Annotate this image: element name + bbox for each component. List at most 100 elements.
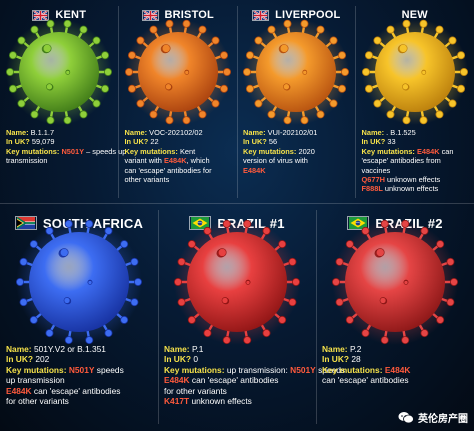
- variant-name: B.1.1.7: [30, 128, 55, 137]
- mutation-text: transmission: [6, 156, 48, 166]
- uk-case-count: 56: [268, 137, 278, 147]
- mutation-text: can: [439, 146, 454, 156]
- uk-case-count: 0: [193, 354, 198, 365]
- mutation-text: – speeds up: [84, 146, 127, 156]
- mutation-code: F888L: [361, 184, 383, 194]
- in-uk-label: In UK?: [6, 137, 30, 147]
- mutation-text: variant with: [124, 156, 164, 166]
- variant-info: Name: VUI-202102/01 In UK? 56 Key mutation…: [243, 128, 353, 175]
- variant-header: LIVERPOOL: [237, 6, 356, 24]
- variant-panel: LIVERPOOL Name: VUI-202102/01 In UK? 56 Key…: [237, 0, 356, 204]
- mutation-text: unknown effects: [189, 396, 252, 407]
- variant-info: Name: P.1 In UK? 0 Key mutations: up trans…: [164, 344, 345, 407]
- uk-case-count: 59,079: [31, 137, 55, 147]
- mutation-text: unknown effects: [382, 184, 439, 194]
- mutation-code: E484K: [164, 375, 190, 386]
- key-mutations-label: Key mutations:: [243, 146, 297, 156]
- mutation-text: can 'escape' antibodies for: [124, 165, 212, 175]
- in-uk-label: In UK?: [322, 354, 349, 365]
- mutation-text: Kent: [179, 146, 196, 156]
- mutation-code: E484K: [6, 385, 32, 396]
- key-mutations-label: Key mutations:: [124, 146, 178, 156]
- mutation-code: N501Y: [68, 364, 95, 375]
- vertical-divider: [118, 6, 119, 198]
- virus-illustration: [124, 19, 231, 125]
- name-label: Name:: [6, 128, 29, 137]
- key-mutations-label: Key mutations:: [6, 364, 67, 375]
- mutation-code: Q677H: [361, 175, 385, 185]
- mutation-text: speeds: [94, 364, 124, 375]
- mutation-text: for other variants: [164, 385, 227, 396]
- virus-illustration: [174, 219, 301, 345]
- variant-name: 501Y.V2 or B.1.351: [33, 344, 106, 354]
- variant-name: VUI-202102/01: [267, 128, 318, 137]
- in-uk-label: In UK?: [6, 354, 33, 365]
- uk-flag-icon: [141, 9, 159, 21]
- mutation-text: for other variants: [6, 396, 69, 407]
- mutation-code: E484K: [163, 156, 187, 166]
- in-uk-label: In UK?: [243, 137, 267, 147]
- variant-header: BRISTOL: [119, 6, 238, 24]
- mutation-text: can 'escape' antibodies: [189, 375, 279, 386]
- mutation-code: K417T: [164, 396, 190, 407]
- variant-header: NEW: [356, 6, 474, 24]
- mutation-text: up transmission:: [226, 364, 291, 375]
- variant-info: Name: 501Y.V2 or B.1.351 In UK? 202 Key mu…: [6, 344, 155, 406]
- vertical-divider: [316, 210, 317, 424]
- mutation-code: E484K: [416, 146, 440, 156]
- in-uk-label: In UK?: [124, 137, 149, 147]
- mutation-text: vaccines: [361, 165, 391, 175]
- variant-panel: BRISTOL Name: VOC-202102/02 In UK? 22 Key m…: [119, 0, 238, 204]
- mutation-text: speeds: [315, 364, 346, 375]
- name-label: Name:: [164, 344, 190, 354]
- variant-info: Name: . B.1.525 In UK? 33 Key mutations: E…: [362, 128, 472, 194]
- name-label: Name:: [243, 128, 266, 137]
- virus-illustration: [332, 219, 459, 345]
- virus-illustration: [243, 19, 350, 125]
- mutation-text: 2020: [298, 146, 315, 156]
- mutation-code: N501Y: [61, 146, 85, 156]
- uk-case-count: 202: [35, 354, 50, 365]
- variant-panel: NEW Name: . B.1.525 In UK? 33 Key mutations…: [356, 0, 474, 204]
- variant-name: P.1: [191, 344, 204, 354]
- key-mutations-label: Key mutations:: [322, 364, 383, 375]
- brazil-flag-icon: [347, 216, 370, 230]
- key-mutations-label: Key mutations:: [164, 364, 225, 375]
- key-mutations-label: Key mutations:: [361, 146, 415, 156]
- name-label: Name:: [361, 128, 385, 137]
- mutation-code: N501Y: [290, 364, 316, 375]
- watermark-text: 英伦房产圈: [418, 414, 468, 425]
- variant-name: P.2: [349, 344, 362, 354]
- mutation-text: , which: [186, 156, 210, 166]
- wechat-icon: [398, 412, 414, 424]
- vertical-divider: [355, 6, 356, 198]
- variant-info: Name: VOC-202102/02 In UK? 22 Key mutation…: [125, 128, 235, 184]
- uk-case-count: 22: [150, 137, 159, 147]
- virus-illustration: [16, 219, 143, 345]
- brazil-flag-icon: [189, 216, 212, 230]
- uk-case-count: 33: [387, 137, 396, 147]
- variant-title: LIVERPOOL: [275, 9, 341, 21]
- mutation-code: E484K: [243, 165, 266, 175]
- variant-title: NEW: [401, 9, 428, 21]
- name-label: Name:: [322, 344, 348, 354]
- variant-name: . B.1.525: [386, 128, 416, 137]
- mutation-text: up transmission: [6, 375, 65, 386]
- uk-case-count: 28: [351, 354, 361, 365]
- variant-title: BRISTOL: [164, 9, 214, 21]
- variant-info: Name: B.1.1.7 In UK? 59,079 Key mutations:…: [6, 128, 126, 166]
- uk-flag-icon: [252, 9, 270, 21]
- name-label: Name:: [124, 128, 148, 137]
- vertical-divider: [158, 210, 159, 424]
- in-uk-label: In UK?: [164, 354, 191, 365]
- vertical-divider: [237, 6, 238, 198]
- variant-panel: KENT Name: B.1.1.7 In UK? 59,079 Key mutati…: [0, 0, 126, 204]
- mutation-text: can 'escape' antibodies: [31, 385, 121, 396]
- variant-info: Name: P.2 In UK? 28 Key mutations: E484K ca…: [322, 344, 471, 386]
- mutation-text: version of virus with: [243, 156, 308, 166]
- in-uk-label: In UK?: [361, 137, 386, 147]
